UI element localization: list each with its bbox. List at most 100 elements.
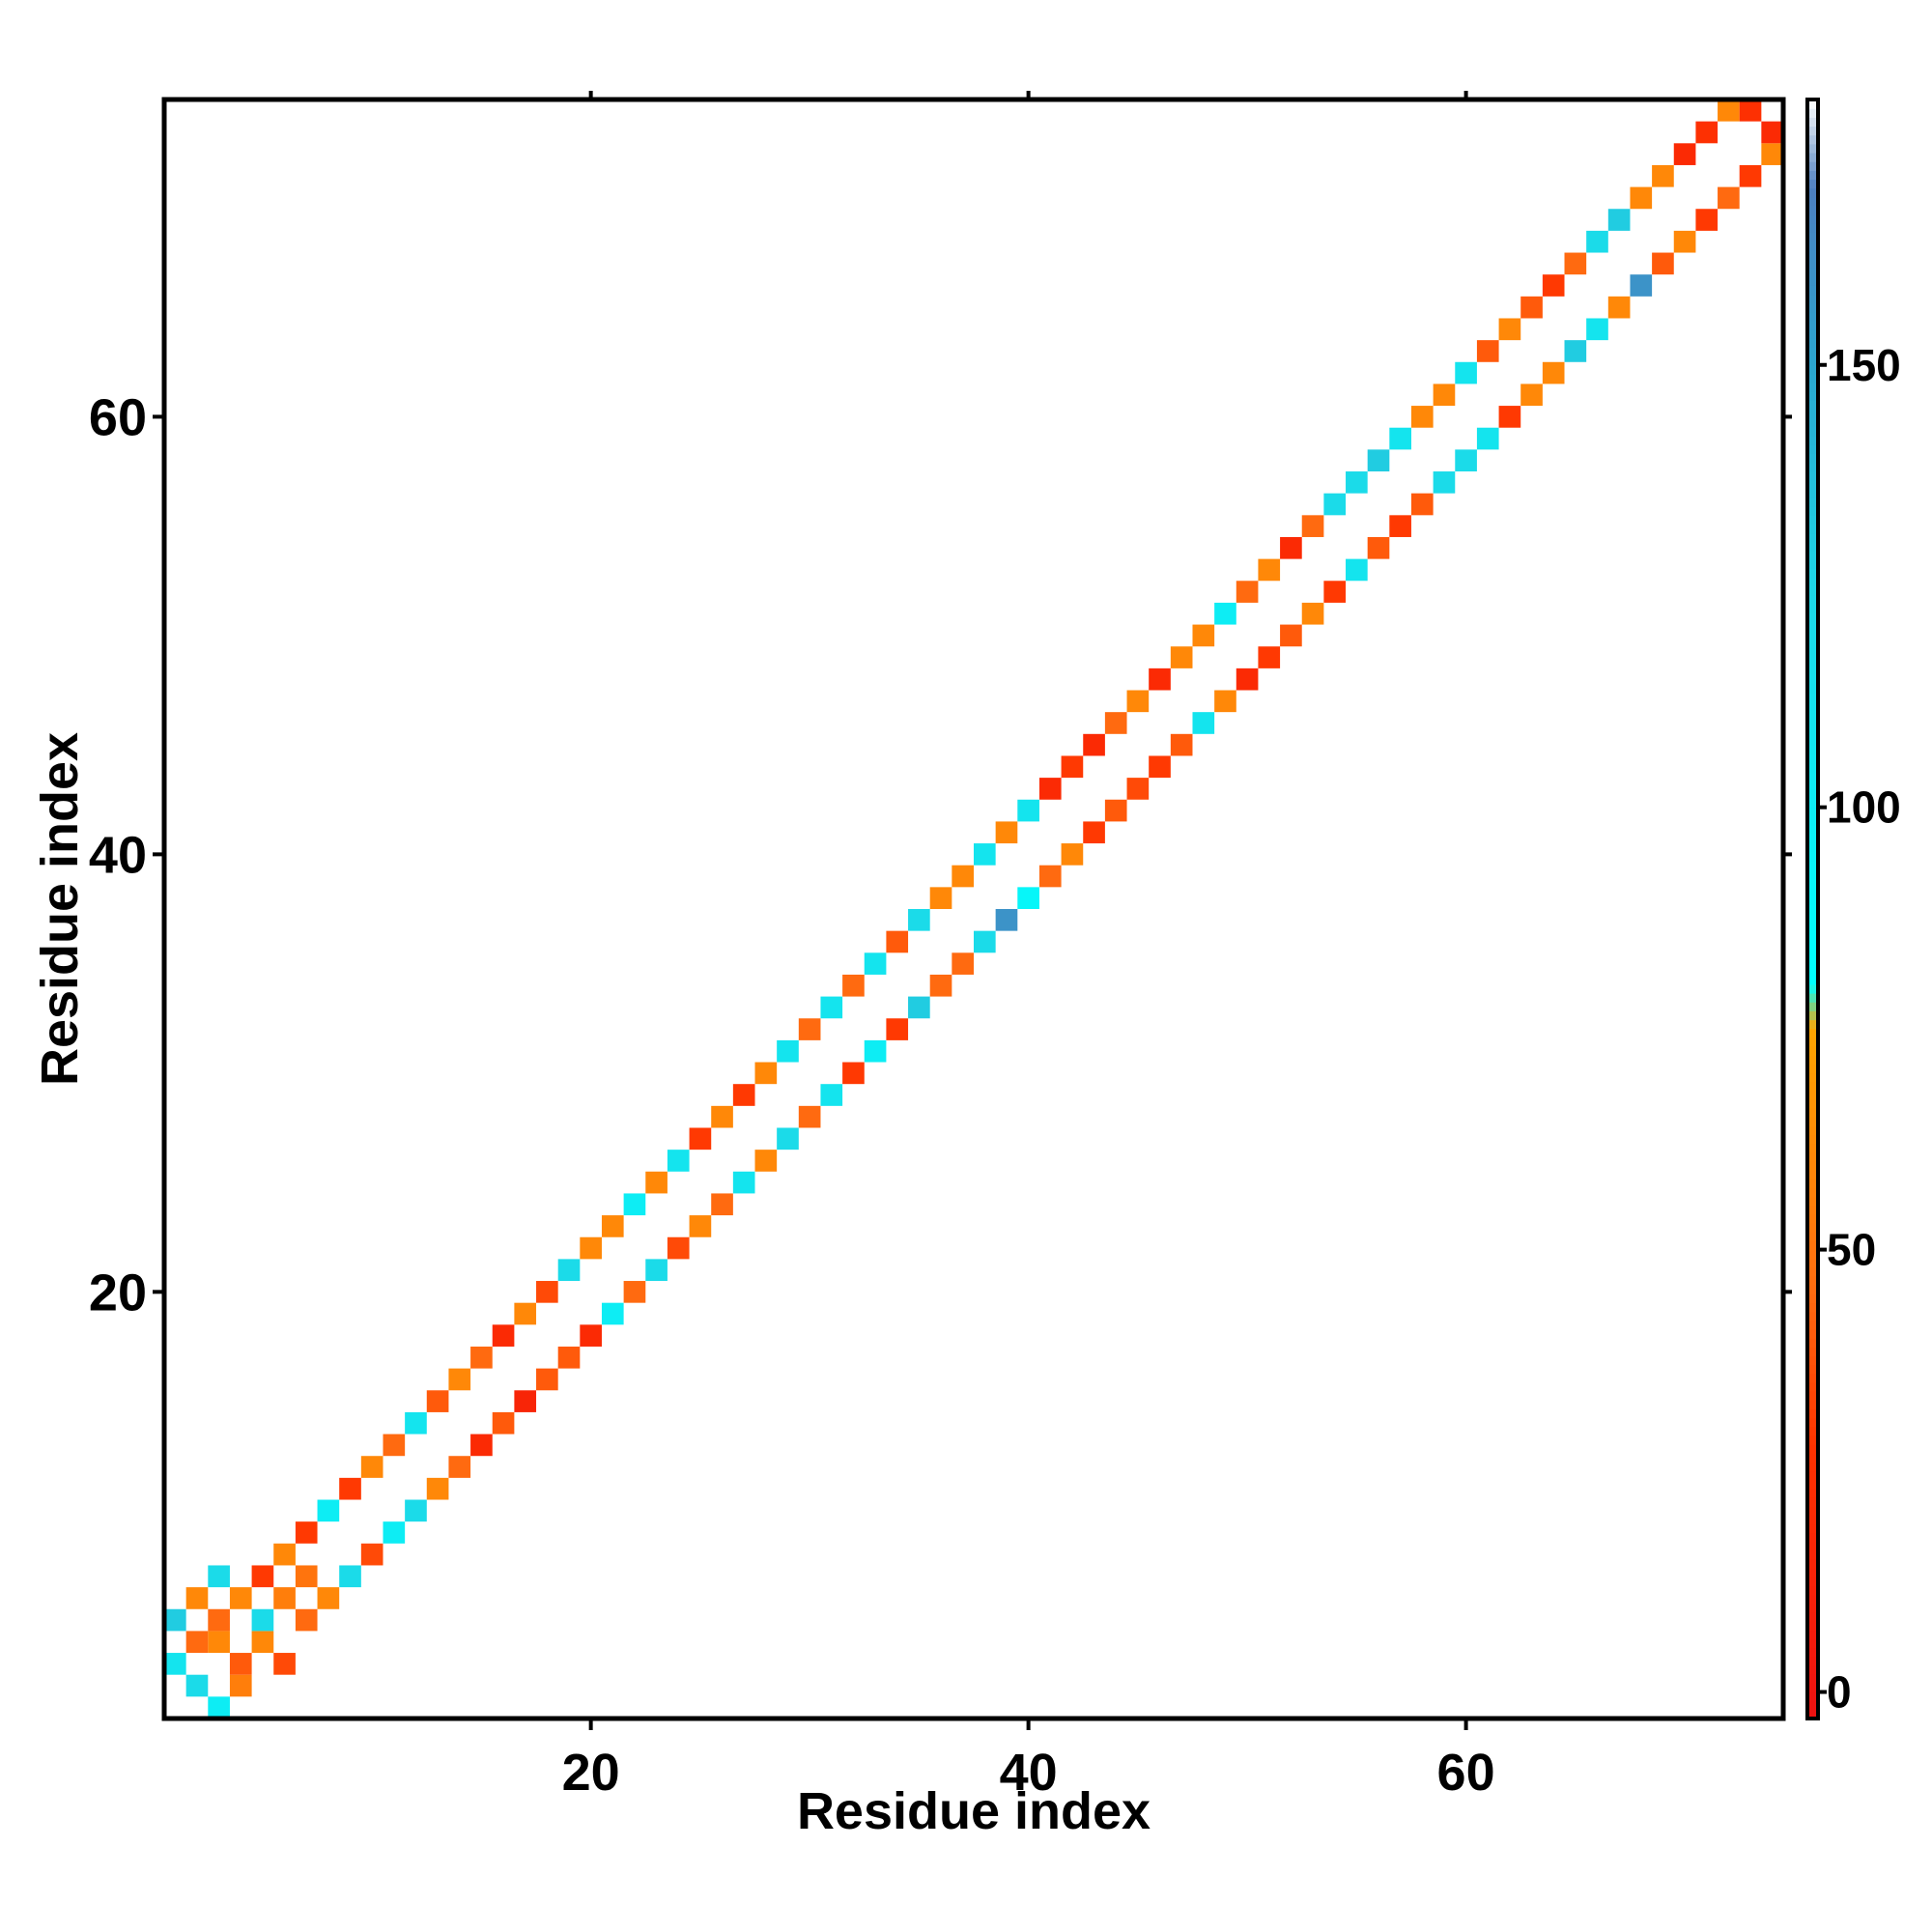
heatmap-cell (1126, 690, 1150, 713)
heatmap-cell (1564, 340, 1587, 362)
colorbar-segment (1807, 391, 1818, 401)
colorbar-segment (1807, 559, 1818, 569)
colorbar-segment (1807, 975, 1818, 985)
colorbar-segment (1807, 1515, 1818, 1525)
heatmap-cell (295, 1608, 318, 1632)
colorbar-tick-label: 150 (1827, 340, 1901, 390)
colorbar-segment (1807, 753, 1818, 764)
colorbar-segment (1807, 1117, 1818, 1126)
heatmap-cell (1389, 515, 1411, 537)
heatmap-cell (1367, 449, 1390, 472)
heatmap-cell (426, 1477, 449, 1500)
heatmap-cell (185, 1631, 209, 1654)
heatmap-cell (514, 1390, 537, 1412)
colorbar-segment (1807, 1072, 1818, 1083)
colorbar-segment (1807, 320, 1818, 330)
heatmap-cell (952, 952, 974, 975)
colorbar-segment (1807, 1055, 1818, 1065)
heatmap-cell (1630, 186, 1653, 210)
colorbar-segment (1807, 568, 1818, 579)
heatmap-cell (1017, 887, 1039, 909)
colorbar-segment (1807, 1417, 1818, 1428)
colorbar-segment (1807, 913, 1818, 923)
colorbar-segment (1807, 1037, 1818, 1047)
heatmap-cell (1258, 558, 1281, 582)
colorbar-segment (1807, 868, 1818, 879)
heatmap-cell (1083, 733, 1105, 756)
colorbar-segment (1807, 887, 1818, 896)
colorbar-segment (1807, 815, 1818, 826)
heatmap-cell (164, 1653, 186, 1675)
colorbar-segment (1807, 170, 1818, 181)
colorbar-segment (1807, 436, 1818, 445)
colorbar-segment (1807, 1523, 1818, 1534)
colorbar-segment (1807, 108, 1818, 118)
heatmap-cell (1739, 99, 1762, 122)
colorbar-segment (1807, 860, 1818, 870)
heatmap-cell (1170, 733, 1193, 756)
heatmap-cell (580, 1236, 602, 1260)
heatmap-cell (1280, 624, 1302, 647)
heatmap-cell (383, 1434, 406, 1457)
colorbar-segment (1807, 1329, 1818, 1339)
colorbar-segment (1807, 612, 1818, 622)
colorbar-segment (1807, 966, 1818, 977)
colorbar-segment (1807, 355, 1818, 366)
heatmap-cell (1739, 164, 1762, 187)
colorbar-segment (1807, 1541, 1818, 1551)
colorbar-segment (1807, 232, 1818, 242)
heatmap-cells (164, 99, 1783, 1719)
colorbar-segment (1807, 453, 1818, 464)
colorbar-segment (1807, 1506, 1818, 1516)
colorbar-segment (1807, 1205, 1818, 1215)
colorbar-segment (1807, 930, 1818, 941)
colorbar-segment (1807, 1488, 1818, 1498)
colorbar-segment (1807, 1594, 1818, 1605)
heatmap-cell (1192, 624, 1215, 647)
colorbar-segment (1807, 1549, 1818, 1560)
heatmap-cell (711, 1193, 733, 1216)
colorbar-segment (1807, 383, 1818, 392)
heatmap-cell (952, 865, 974, 888)
heatmap-cell (711, 1105, 733, 1128)
colorbar-segment (1807, 639, 1818, 649)
colorbar-segment (1807, 179, 1818, 189)
colorbar-segment (1807, 1568, 1818, 1578)
heatmap-cell (1433, 384, 1456, 407)
heatmap-cell (208, 1565, 230, 1588)
colorbar-segment (1807, 329, 1818, 339)
colorbar-segment (1807, 745, 1818, 755)
colorbar-segment (1807, 957, 1818, 968)
colorbar-frame (1805, 98, 1820, 1720)
heatmap-cell (754, 1150, 778, 1172)
colorbar-segment (1807, 1045, 1818, 1056)
colorbar-segment (1807, 700, 1818, 711)
heatmap-cell (798, 1105, 821, 1128)
colorbar-segment (1807, 798, 1818, 809)
heatmap-cell (1455, 449, 1477, 472)
heatmap-cell (1038, 865, 1062, 888)
colorbar-segment (1807, 541, 1818, 552)
heatmap-cell (777, 1127, 799, 1151)
colorbar-segment (1807, 258, 1818, 269)
heatmap-cell (1695, 209, 1719, 231)
colorbar-segment (1807, 1381, 1818, 1392)
heatmap-cell (1149, 668, 1171, 691)
colorbar-segment (1807, 1391, 1818, 1401)
heatmap-cell (229, 1587, 252, 1609)
colorbar-segment (1807, 205, 1818, 215)
colorbar-segment (1807, 134, 1818, 145)
colorbar-segment (1807, 674, 1818, 685)
colorbar-segment (1807, 1426, 1818, 1436)
colorbar-segment (1807, 143, 1818, 154)
heatmap-cell (360, 1456, 384, 1478)
heatmap-cell (1433, 471, 1456, 494)
colorbar-segment (1807, 709, 1818, 720)
colorbar-segment (1807, 117, 1818, 128)
y-axis-title: Residue index (31, 732, 89, 1086)
colorbar-segment (1807, 1293, 1818, 1304)
colorbar-segment (1807, 1700, 1818, 1711)
colorbar-tick-label: 50 (1827, 1225, 1876, 1275)
colorbar-segment (1807, 488, 1818, 498)
colorbar-segment (1807, 1532, 1818, 1543)
